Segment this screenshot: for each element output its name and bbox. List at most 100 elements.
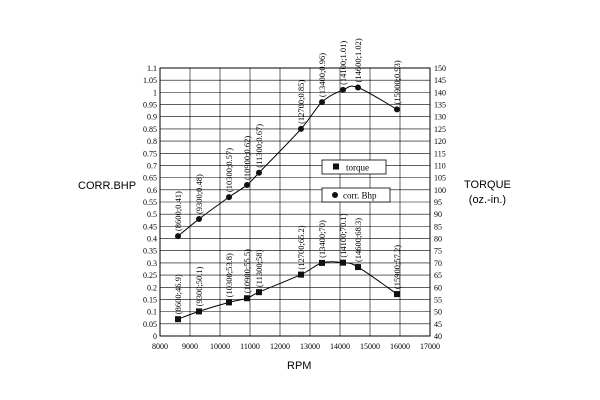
x-tick-label: 8000 <box>152 342 168 351</box>
y-right-tick-label: 80 <box>434 235 442 244</box>
y-right-tick-label: 60 <box>434 283 442 292</box>
y-left-tick-label: 0 <box>153 332 157 341</box>
y-right-tick-label: 90 <box>434 210 442 219</box>
bhp-marker <box>196 216 202 223</box>
bhp-curve <box>177 85 398 237</box>
fitted-curves <box>177 85 398 320</box>
torque-marker <box>319 259 325 266</box>
y-right-tick-label: 100 <box>434 186 446 195</box>
bhp-data-label: (15900;0.93) <box>392 60 402 104</box>
torque-data-label: (8600;46.9) <box>173 274 183 314</box>
torque-marker <box>298 271 304 278</box>
y-left-tick-label: 0.6 <box>147 186 157 195</box>
bhp-data-label: (11300;0.67) <box>254 124 264 168</box>
plot-frame <box>159 67 431 337</box>
y-left-tick-label: 0.45 <box>143 222 157 231</box>
y-left-tick-label: 1.05 <box>143 76 157 85</box>
y-right-tick-label: 105 <box>434 174 446 183</box>
y-left-tick-label: 1.1 <box>147 64 157 73</box>
y-left-tick-label: 0.7 <box>147 161 157 170</box>
torque-data-label: (14600;68.3) <box>353 218 363 262</box>
y-right-tick-label: 40 <box>434 332 442 341</box>
y-right-tick-label: 95 <box>434 198 442 207</box>
torque-marker <box>175 316 181 323</box>
torque-marker <box>340 259 346 266</box>
y-right-tick-label: 135 <box>434 101 446 110</box>
data-annotations: (8600;46.9) (9300;50.1) (10300;53.8) (10900… <box>173 38 402 314</box>
x-tick-label: 16000 <box>390 342 410 351</box>
bhp-marker <box>355 84 361 91</box>
torque-marker <box>244 295 250 302</box>
torque-marker <box>226 299 232 306</box>
y-left-tick-label: 0.05 <box>143 320 157 329</box>
torque-data-label: (12700;65.2) <box>296 225 306 269</box>
y-right-tick-label: 115 <box>434 149 446 158</box>
legend: torque corr. Bhp <box>321 159 391 203</box>
bhp-marker <box>340 86 346 93</box>
bhp-data-label: (10900;0.62) <box>242 136 252 180</box>
bhp-marker <box>298 125 304 132</box>
torque-marker <box>196 308 202 315</box>
bhp-marker <box>256 169 262 176</box>
legend-label-torque: torque <box>346 163 369 173</box>
bhp-data-label: (9300;0.48) <box>194 174 204 214</box>
y-right-tick-label: 65 <box>434 271 442 280</box>
torque-data-label: (11300;58) <box>254 250 264 288</box>
y-left-tick-label: 0.25 <box>143 271 157 280</box>
x-tick-label: 11000 <box>240 342 260 351</box>
y-left-tick-label: 0.95 <box>143 101 157 110</box>
y-left-tick-label: 0.5 <box>147 210 157 219</box>
torque-marker <box>355 264 361 271</box>
legend-marker-bhp <box>332 192 338 198</box>
bhp-data-label: (14600;1.02) <box>353 38 363 82</box>
torque-data-label: (13400;70) <box>317 220 327 258</box>
y-right-tick-label: 110 <box>434 161 446 170</box>
y-axis-right-title: TORQUE (oz.-in.) <box>464 178 511 208</box>
y-left-tick-label: 0.9 <box>147 113 157 122</box>
y-left-tick-label: 0.65 <box>143 174 157 183</box>
bhp-data-label: (10300;0.57) <box>224 148 234 192</box>
y-left-tick-label: 1 <box>153 88 157 97</box>
data-markers <box>175 84 400 323</box>
x-tick-label: 15000 <box>360 342 380 351</box>
y-axis-right-unit: (oz.-in.) <box>468 194 507 206</box>
torque-data-label: (9300;50.1) <box>194 266 204 306</box>
y-right-tick-label: 150 <box>434 64 446 73</box>
y-left-tick-label: 0.8 <box>147 137 157 146</box>
y-right-tick-label: 130 <box>434 113 446 122</box>
y-right-tick-label: 140 <box>434 88 446 97</box>
y-right-tick-label: 120 <box>434 137 446 146</box>
legend-box-bhp <box>321 187 391 203</box>
x-tick-label: 9000 <box>182 342 198 351</box>
bhp-data-label: (13400;0.96) <box>317 53 327 97</box>
x-tick-label: 17000 <box>420 342 440 351</box>
x-tick-label: 13000 <box>300 342 320 351</box>
y-axis-left-title: CORR.BHP <box>78 180 137 192</box>
x-tick-label: 14000 <box>330 342 350 351</box>
y-right-tick-label: 85 <box>434 222 442 231</box>
bhp-data-label: (12700;0.85) <box>296 80 306 124</box>
bhp-data-label: (14100;1.01) <box>338 41 348 85</box>
y-left-tick-label: 0.35 <box>143 247 157 256</box>
torque-data-label: (10900;55.5) <box>242 249 252 293</box>
y-axis-right-ticks: 40 45 50 55 60 65 70 75 80 85 90 95 100 105 110 115 120 1… <box>434 64 446 341</box>
torque-data-label: (14100;70.1) <box>338 213 348 257</box>
torque-data-label: (10300;53.8) <box>224 253 234 297</box>
torque-data-label: (15900;57.2) <box>392 245 402 289</box>
legend-label-bhp: corr. Bhp <box>343 191 377 201</box>
x-axis-ticks: 8000 9000 10000 11000 12000 13000 14000 15000 16… <box>152 342 440 351</box>
bhp-data-label: (8600;0.41) <box>173 191 183 231</box>
y-right-tick-label: 125 <box>434 125 446 134</box>
y-left-tick-label: 0.55 <box>143 198 157 207</box>
bhp-marker <box>226 194 232 201</box>
torque-marker <box>394 291 400 298</box>
bhp-marker <box>175 233 181 240</box>
y-right-tick-label: 75 <box>434 247 442 256</box>
x-tick-label: 10000 <box>210 342 230 351</box>
bhp-marker <box>394 106 400 113</box>
x-axis-title: RPM <box>287 360 312 372</box>
y-left-tick-label: 0.3 <box>147 259 157 268</box>
torque-marker <box>256 289 262 296</box>
y-right-tick-label: 55 <box>434 295 442 304</box>
